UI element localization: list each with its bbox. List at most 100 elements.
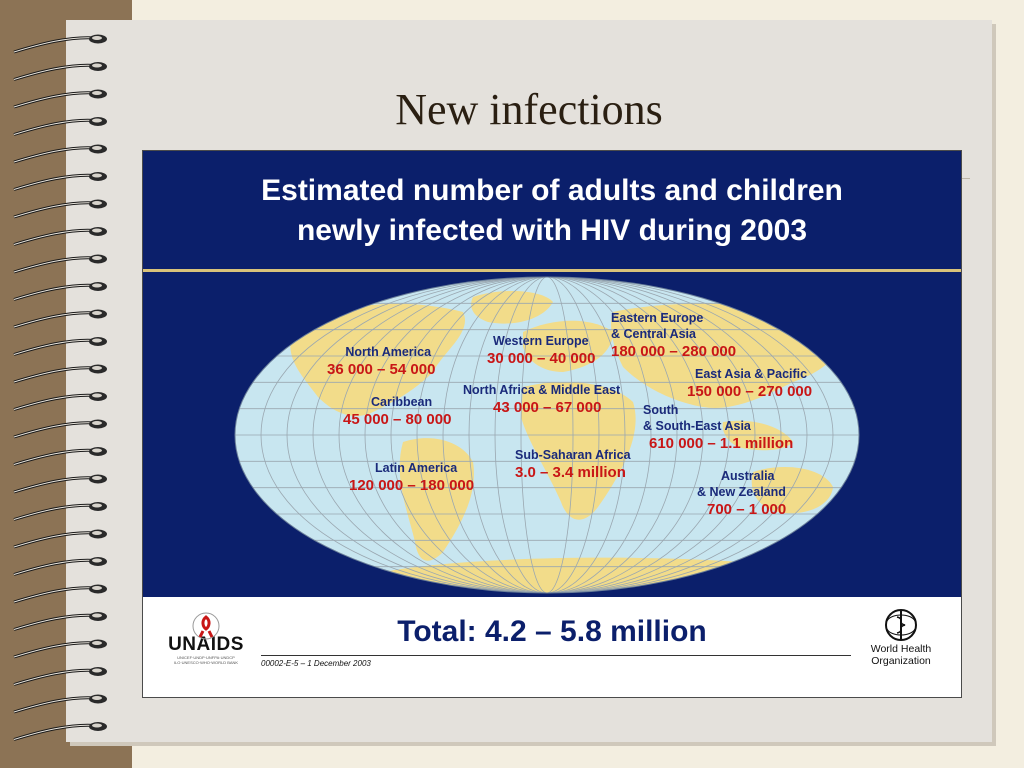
slide-title: New infections (395, 85, 663, 134)
poster-footer: UNAIDS UNICEF·UNDP·UNFPA·UNDCP ILO·UNESC… (143, 597, 961, 697)
spiral-ring (13, 34, 107, 54)
region-value: 30 000 – 40 000 (487, 350, 596, 367)
meridian-line (494, 277, 600, 593)
total-estimate: Total: 4.2 – 5.8 million (397, 615, 707, 648)
region-name-line2: & Central Asia (611, 327, 696, 341)
spiral-ring (13, 694, 107, 714)
meridian-line (416, 277, 678, 593)
region-east-asia-pacific: East Asia & Pacific 150 000 – 270 000 (687, 366, 812, 401)
spiral-ring (13, 199, 107, 219)
header-divider (143, 269, 961, 272)
region-name-line2: & New Zealand (697, 485, 786, 499)
spiral-ring (13, 419, 107, 439)
spiral-ring (13, 144, 107, 164)
region-name: Caribbean (371, 395, 433, 409)
spiral-ring (13, 364, 107, 384)
globe-outline (234, 276, 860, 594)
region-latin-america: Latin America 120 000 – 180 000 (349, 460, 474, 495)
europe-landmass (523, 320, 613, 372)
region-eastern-europe-central-asia: Eastern Europe & Central Asia 180 000 – … (611, 310, 736, 361)
meridian-line (520, 277, 574, 593)
spiral-ring (13, 89, 107, 109)
region-value: 610 000 – 1.1 million (649, 435, 794, 452)
region-value: 43 000 – 67 000 (493, 399, 602, 416)
spiral-ring (13, 639, 107, 659)
region-sub-saharan-africa: Sub-Saharan Africa 3.0 – 3.4 million (515, 447, 631, 482)
spiral-ring (13, 529, 107, 549)
region-name: Latin America (375, 461, 458, 475)
poster-heading-line1: Estimated number of adults and children (261, 174, 843, 207)
poster-heading: Estimated number of adults and children … (143, 171, 961, 251)
region-name: North America (345, 345, 432, 359)
meridian-line (312, 277, 782, 593)
spiral-ring (13, 337, 107, 356)
region-name: Western Europe (493, 334, 589, 348)
spiral-ring (13, 227, 107, 246)
unaids-subtext: UNICEF·UNDP·UNFPA·UNDCP ILO·UNESCO·WHO·W… (173, 655, 239, 665)
region-name: South (643, 403, 679, 417)
spiral-ring (13, 667, 107, 686)
spiral-ring (13, 722, 107, 741)
meridian-line (338, 277, 756, 593)
spiral-ring (13, 172, 107, 191)
spiral-ring (13, 282, 107, 301)
who-name: World Health Organization (861, 643, 941, 667)
spiral-ring (13, 62, 107, 81)
poster-heading-line2: newly infected with HIV during 2003 (296, 214, 808, 247)
region-north-america: North America 36 000 – 54 000 (327, 344, 435, 379)
world-map (234, 276, 860, 594)
who-name-line2: Organization (871, 655, 931, 667)
region-name-line2: & South-East Asia (643, 419, 751, 433)
region-western-europe: Western Europe 30 000 – 40 000 (487, 333, 595, 368)
meridian-line (468, 277, 626, 593)
spiral-ring (13, 557, 107, 576)
who-name-line1: World Health (870, 643, 932, 655)
spiral-ring (13, 392, 107, 411)
unaids-ribbon-icon (192, 612, 220, 640)
africa-landmass (521, 382, 636, 520)
region-value: 36 000 – 54 000 (327, 361, 436, 378)
north-america-landmass (290, 303, 466, 417)
region-name: Sub-Saharan Africa (515, 448, 631, 462)
meridian-line (390, 277, 704, 593)
south-america-landmass (399, 438, 474, 561)
reference-code: 00002-E-5 – 1 December 2003 (261, 659, 371, 668)
meridian-line (364, 277, 730, 593)
region-value: 150 000 – 270 000 (687, 383, 813, 400)
region-australia-new-zealand: Australia & New Zealand 700 – 1 000 (697, 468, 786, 519)
footer-divider (261, 655, 851, 656)
southeast-asia-landmass (722, 420, 793, 451)
region-name: Australia (721, 469, 775, 483)
spiral-ring (13, 502, 107, 521)
region-name: Eastern Europe (611, 311, 704, 325)
region-value: 180 000 – 280 000 (611, 343, 737, 360)
region-value: 45 000 – 80 000 (343, 411, 452, 428)
unaids-logo: UNAIDS UNICEF·UNDP·UNFPA·UNDCP ILO·UNESC… (167, 611, 245, 665)
region-value: 3.0 – 3.4 million (515, 464, 626, 481)
meridian-line (442, 277, 652, 593)
region-name: East Asia & Pacific (695, 367, 808, 381)
poster-header: Estimated number of adults and children … (143, 151, 961, 269)
spiral-ring (13, 117, 107, 136)
region-value: 120 000 – 180 000 (349, 477, 475, 494)
region-caribbean: Caribbean 45 000 – 80 000 (343, 394, 451, 429)
spiral-ring (13, 309, 107, 329)
region-north-africa-middle-east: North Africa & Middle East 43 000 – 67 0… (463, 382, 620, 417)
spiral-ring (13, 254, 107, 274)
region-south-southeast-asia: South & South-East Asia 610 000 – 1.1 mi… (643, 402, 793, 453)
meridian-line (286, 277, 808, 593)
meridian-line (260, 277, 834, 593)
spiral-rings (13, 34, 107, 741)
hiv-infections-poster: Estimated number of adults and children … (142, 150, 962, 698)
region-name: North Africa & Middle East (463, 383, 621, 397)
spiral-ring (13, 612, 107, 631)
who-emblem-icon (885, 609, 917, 641)
spiral-ring (13, 584, 107, 604)
unaids-wordmark: UNAIDS (168, 634, 244, 655)
who-logo: World Health Organization (861, 607, 941, 667)
region-value: 700 – 1 000 (707, 501, 787, 518)
spiral-ring (13, 474, 107, 494)
spiral-ring (13, 447, 107, 466)
world-map-area: North America 36 000 – 54 000 Caribbean … (143, 272, 961, 597)
greenland-landmass (471, 290, 553, 324)
